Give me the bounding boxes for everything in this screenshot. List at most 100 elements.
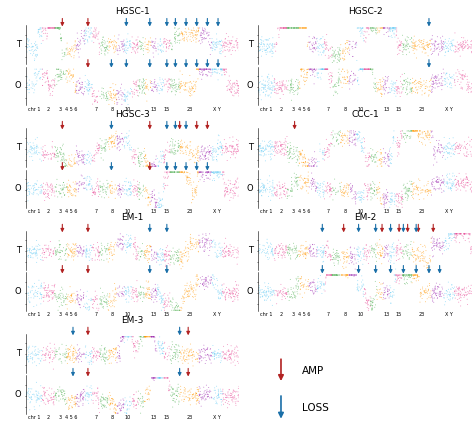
- Point: [94, 30, 102, 37]
- Point: [434, 236, 441, 243]
- Point: [75, 250, 82, 257]
- Point: [291, 170, 298, 177]
- Point: [392, 80, 399, 87]
- Point: [118, 191, 125, 198]
- Point: [456, 180, 464, 187]
- Point: [203, 346, 211, 353]
- Point: [82, 253, 90, 260]
- Point: [295, 247, 303, 254]
- Point: [178, 137, 185, 144]
- Point: [209, 350, 216, 357]
- Point: [180, 350, 188, 357]
- Point: [222, 394, 229, 401]
- Point: [390, 260, 398, 267]
- Point: [279, 246, 287, 253]
- Point: [437, 290, 444, 297]
- Point: [27, 85, 35, 92]
- Point: [438, 178, 446, 185]
- Point: [255, 79, 263, 86]
- Point: [74, 294, 82, 301]
- Point: [400, 41, 408, 48]
- Point: [270, 192, 277, 199]
- Point: [226, 86, 233, 93]
- Point: [179, 254, 187, 261]
- Point: [44, 397, 52, 404]
- Point: [461, 138, 468, 145]
- Point: [258, 293, 266, 300]
- Point: [324, 253, 332, 260]
- Point: [436, 290, 443, 297]
- Point: [334, 80, 342, 87]
- Point: [70, 290, 78, 297]
- Point: [198, 354, 206, 361]
- Point: [113, 359, 121, 366]
- Point: [433, 241, 441, 248]
- Point: [264, 186, 271, 193]
- Point: [274, 252, 282, 259]
- Point: [80, 289, 88, 296]
- Point: [105, 355, 113, 362]
- Point: [194, 358, 202, 365]
- Point: [236, 395, 243, 402]
- Point: [346, 186, 354, 193]
- Point: [215, 288, 223, 295]
- Point: [327, 191, 335, 198]
- Point: [359, 251, 367, 258]
- Point: [262, 84, 269, 91]
- Point: [323, 148, 330, 155]
- Point: [190, 147, 197, 154]
- Point: [335, 66, 343, 73]
- Point: [204, 278, 211, 285]
- Point: [188, 349, 196, 356]
- Point: [41, 242, 48, 249]
- Point: [137, 289, 144, 296]
- Point: [224, 389, 232, 396]
- Point: [465, 230, 473, 237]
- Point: [300, 159, 307, 166]
- Point: [38, 293, 46, 300]
- Point: [407, 272, 415, 279]
- Point: [91, 155, 98, 162]
- Point: [314, 162, 321, 170]
- Point: [356, 25, 364, 32]
- Point: [143, 333, 150, 340]
- Point: [50, 283, 58, 290]
- Point: [343, 258, 351, 265]
- Point: [77, 353, 85, 360]
- Point: [77, 391, 85, 398]
- Point: [309, 250, 317, 257]
- Point: [451, 230, 459, 237]
- Point: [386, 254, 394, 261]
- Point: [166, 85, 174, 92]
- Point: [355, 67, 363, 74]
- Point: [231, 346, 238, 353]
- Point: [299, 147, 306, 154]
- Point: [265, 77, 273, 84]
- Point: [409, 40, 417, 47]
- Point: [62, 52, 70, 59]
- Point: [292, 153, 300, 160]
- Point: [412, 272, 420, 279]
- Point: [215, 132, 223, 139]
- Point: [313, 71, 321, 78]
- Point: [51, 341, 58, 348]
- Point: [186, 291, 194, 298]
- Point: [168, 40, 175, 47]
- Point: [212, 66, 219, 73]
- Point: [271, 146, 278, 153]
- Point: [125, 240, 132, 247]
- Point: [284, 193, 292, 200]
- Point: [137, 43, 145, 50]
- Point: [61, 71, 68, 78]
- Point: [102, 141, 110, 148]
- Point: [29, 246, 37, 253]
- Point: [86, 27, 94, 34]
- Point: [302, 283, 310, 290]
- Point: [159, 153, 166, 160]
- Point: [294, 152, 301, 159]
- Point: [133, 87, 140, 94]
- Point: [55, 25, 62, 32]
- Point: [326, 153, 333, 160]
- Point: [448, 37, 456, 44]
- Point: [302, 244, 310, 251]
